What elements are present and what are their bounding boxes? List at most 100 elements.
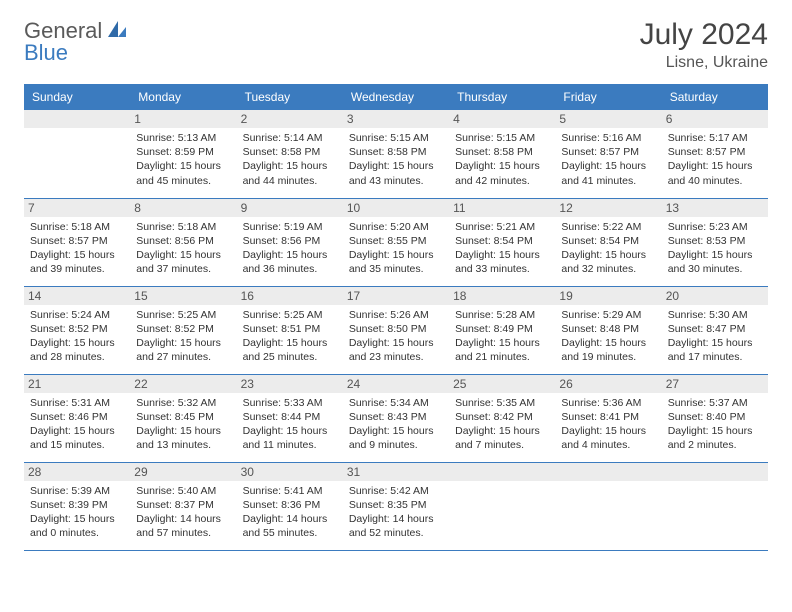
week-row: 14Sunrise: 5:24 AMSunset: 8:52 PMDayligh… xyxy=(24,286,768,374)
sunrise-line: Sunrise: 5:40 AM xyxy=(136,484,230,498)
title-block: July 2024 Lisne, Ukraine xyxy=(640,18,768,72)
daylight-line: and 30 minutes. xyxy=(668,262,762,276)
day-cell: 31Sunrise: 5:42 AMSunset: 8:35 PMDayligh… xyxy=(343,462,449,550)
daylight-line: Daylight: 15 hours xyxy=(455,424,549,438)
sunset-line: Sunset: 8:57 PM xyxy=(668,145,762,159)
sunset-line: Sunset: 8:53 PM xyxy=(668,234,762,248)
day-number: 30 xyxy=(237,463,343,481)
sunset-line: Sunset: 8:58 PM xyxy=(455,145,549,159)
day-cell: 20Sunrise: 5:30 AMSunset: 8:47 PMDayligh… xyxy=(662,286,768,374)
daylight-line: and 36 minutes. xyxy=(243,262,337,276)
daylight-line: and 15 minutes. xyxy=(30,438,124,452)
daylight-line: Daylight: 15 hours xyxy=(30,512,124,526)
sunrise-line: Sunrise: 5:28 AM xyxy=(455,308,549,322)
day-cell: 28Sunrise: 5:39 AMSunset: 8:39 PMDayligh… xyxy=(24,462,130,550)
day-number: 7 xyxy=(24,199,130,217)
sunrise-line: Sunrise: 5:25 AM xyxy=(243,308,337,322)
day-cell xyxy=(555,462,661,550)
sunset-line: Sunset: 8:52 PM xyxy=(30,322,124,336)
day-cell: 1Sunrise: 5:13 AMSunset: 8:59 PMDaylight… xyxy=(130,110,236,198)
sunset-line: Sunset: 8:48 PM xyxy=(561,322,655,336)
daylight-line: Daylight: 15 hours xyxy=(243,424,337,438)
sunrise-line: Sunrise: 5:15 AM xyxy=(455,131,549,145)
daylight-line: Daylight: 15 hours xyxy=(561,248,655,262)
sunrise-line: Sunrise: 5:30 AM xyxy=(668,308,762,322)
sunrise-line: Sunrise: 5:13 AM xyxy=(136,131,230,145)
sunrise-line: Sunrise: 5:31 AM xyxy=(30,396,124,410)
day-number: 17 xyxy=(343,287,449,305)
daylight-line: and 37 minutes. xyxy=(136,262,230,276)
sunrise-line: Sunrise: 5:24 AM xyxy=(30,308,124,322)
weekday-header: Tuesday xyxy=(237,84,343,110)
daylight-line: Daylight: 15 hours xyxy=(561,159,655,173)
day-number: 1 xyxy=(130,110,236,128)
daylight-line: Daylight: 15 hours xyxy=(668,424,762,438)
day-number: 6 xyxy=(662,110,768,128)
day-number: 27 xyxy=(662,375,768,393)
empty-day-header xyxy=(449,463,555,481)
daylight-line: and 9 minutes. xyxy=(349,438,443,452)
sunrise-line: Sunrise: 5:14 AM xyxy=(243,131,337,145)
week-row: 7Sunrise: 5:18 AMSunset: 8:57 PMDaylight… xyxy=(24,198,768,286)
sunset-line: Sunset: 8:43 PM xyxy=(349,410,443,424)
sunrise-line: Sunrise: 5:18 AM xyxy=(30,220,124,234)
daylight-line: Daylight: 15 hours xyxy=(668,248,762,262)
day-cell: 9Sunrise: 5:19 AMSunset: 8:56 PMDaylight… xyxy=(237,198,343,286)
day-number: 28 xyxy=(24,463,130,481)
sunrise-line: Sunrise: 5:16 AM xyxy=(561,131,655,145)
daylight-line: and 44 minutes. xyxy=(243,174,337,188)
daylight-line: and 21 minutes. xyxy=(455,350,549,364)
daylight-line: and 40 minutes. xyxy=(668,174,762,188)
weekday-header: Wednesday xyxy=(343,84,449,110)
daylight-line: and 17 minutes. xyxy=(668,350,762,364)
sunset-line: Sunset: 8:35 PM xyxy=(349,498,443,512)
daylight-line: and 43 minutes. xyxy=(349,174,443,188)
day-number: 8 xyxy=(130,199,236,217)
day-cell: 14Sunrise: 5:24 AMSunset: 8:52 PMDayligh… xyxy=(24,286,130,374)
day-cell: 3Sunrise: 5:15 AMSunset: 8:58 PMDaylight… xyxy=(343,110,449,198)
day-cell xyxy=(449,462,555,550)
sunrise-line: Sunrise: 5:37 AM xyxy=(668,396,762,410)
sunrise-line: Sunrise: 5:36 AM xyxy=(561,396,655,410)
day-cell: 4Sunrise: 5:15 AMSunset: 8:58 PMDaylight… xyxy=(449,110,555,198)
calendar-table: Sunday Monday Tuesday Wednesday Thursday… xyxy=(24,84,768,551)
daylight-line: and 2 minutes. xyxy=(668,438,762,452)
day-cell: 29Sunrise: 5:40 AMSunset: 8:37 PMDayligh… xyxy=(130,462,236,550)
daylight-line: and 28 minutes. xyxy=(30,350,124,364)
sunset-line: Sunset: 8:58 PM xyxy=(349,145,443,159)
sunset-line: Sunset: 8:39 PM xyxy=(30,498,124,512)
day-number: 20 xyxy=(662,287,768,305)
empty-day-header xyxy=(24,110,130,128)
sunrise-line: Sunrise: 5:23 AM xyxy=(668,220,762,234)
location-label: Lisne, Ukraine xyxy=(640,54,768,72)
daylight-line: and 23 minutes. xyxy=(349,350,443,364)
sunrise-line: Sunrise: 5:41 AM xyxy=(243,484,337,498)
week-row: 1Sunrise: 5:13 AMSunset: 8:59 PMDaylight… xyxy=(24,110,768,198)
day-number: 24 xyxy=(343,375,449,393)
day-cell: 15Sunrise: 5:25 AMSunset: 8:52 PMDayligh… xyxy=(130,286,236,374)
empty-day-header xyxy=(555,463,661,481)
sunset-line: Sunset: 8:54 PM xyxy=(561,234,655,248)
daylight-line: Daylight: 15 hours xyxy=(30,248,124,262)
sunrise-line: Sunrise: 5:15 AM xyxy=(349,131,443,145)
day-cell: 2Sunrise: 5:14 AMSunset: 8:58 PMDaylight… xyxy=(237,110,343,198)
daylight-line: Daylight: 15 hours xyxy=(455,336,549,350)
daylight-line: Daylight: 15 hours xyxy=(668,336,762,350)
day-cell: 7 Sunrise: 5:18 AMSunset: 8:57 PMDaylight… xyxy=(24,198,130,286)
daylight-line: Daylight: 15 hours xyxy=(349,336,443,350)
day-number: 11 xyxy=(449,199,555,217)
day-cell: 18Sunrise: 5:28 AMSunset: 8:49 PMDayligh… xyxy=(449,286,555,374)
daylight-line: Daylight: 15 hours xyxy=(30,424,124,438)
daylight-line: and 55 minutes. xyxy=(243,526,337,540)
weekday-header: Thursday xyxy=(449,84,555,110)
day-number: 31 xyxy=(343,463,449,481)
day-cell: 24Sunrise: 5:34 AMSunset: 8:43 PMDayligh… xyxy=(343,374,449,462)
daylight-line: Daylight: 15 hours xyxy=(561,336,655,350)
sunset-line: Sunset: 8:50 PM xyxy=(349,322,443,336)
sunrise-line: Sunrise: 5:32 AM xyxy=(136,396,230,410)
sunrise-line: Sunrise: 5:33 AM xyxy=(243,396,337,410)
daylight-line: Daylight: 15 hours xyxy=(349,159,443,173)
sunset-line: Sunset: 8:46 PM xyxy=(30,410,124,424)
day-number: 10 xyxy=(343,199,449,217)
sunset-line: Sunset: 8:57 PM xyxy=(30,234,124,248)
